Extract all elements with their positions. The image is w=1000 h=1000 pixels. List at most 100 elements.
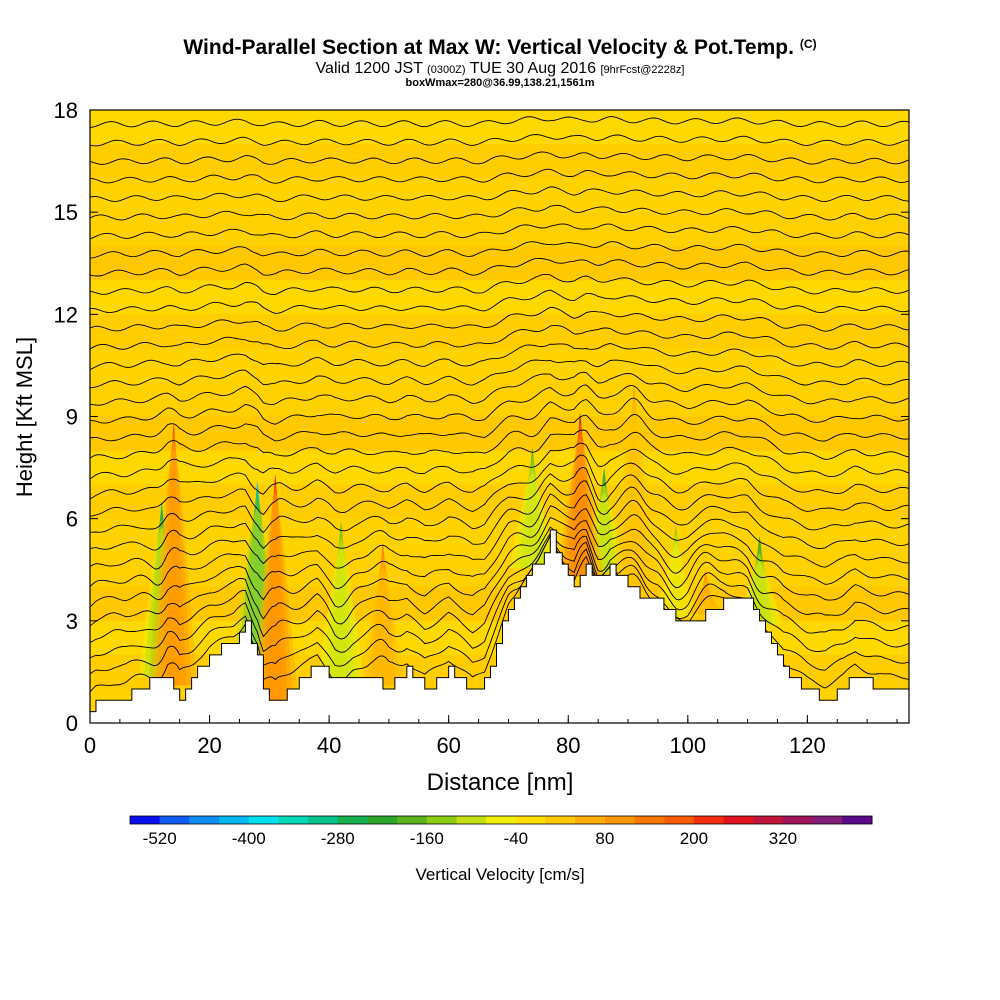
colorbar-swatch [397, 816, 428, 824]
y-axis: 0 3 6 9 12 15 18 [54, 98, 909, 736]
x-tick-label: 40 [317, 733, 341, 758]
isentrope-line [90, 257, 909, 277]
isentrope-line [90, 534, 909, 675]
field-band [90, 552, 909, 587]
colorbar-tick-label: -400 [232, 829, 266, 848]
isentrope-line [90, 505, 909, 590]
y-tick-label: 0 [66, 711, 78, 736]
colorbar-swatch [634, 816, 665, 824]
field-band [90, 178, 909, 213]
updraft-cell [359, 568, 407, 686]
isentrope-line [90, 442, 909, 500]
isentrope-line [90, 454, 909, 517]
colorbar-swatch [486, 816, 517, 824]
x-tick-label: 80 [556, 733, 580, 758]
colorbar-swatch [248, 816, 279, 824]
forecast-tag: [9hrFcst@2228z] [600, 64, 685, 76]
isentrope-line [90, 241, 909, 259]
colorbar-tick-label: 320 [769, 829, 797, 848]
x-axis: 0 20 40 60 80 100 120 [84, 715, 898, 758]
isentrope-line [90, 534, 909, 659]
x-axis-label: Distance [nm] [427, 769, 574, 796]
downdraft-cell [317, 547, 365, 680]
isentrope-line [90, 480, 909, 551]
colorbar-swatch [367, 816, 398, 824]
isentrope-line [90, 397, 909, 442]
isentrope-line [90, 186, 909, 203]
updraft-cell [556, 438, 604, 577]
y-axis-label: Height [Kft MSL] [12, 337, 37, 497]
chart-title-text: Wind-Parallel Section at Max W: Vertical… [183, 36, 794, 59]
isentrope-line [90, 151, 909, 165]
isentrope-line [90, 384, 909, 425]
colorbar-label: Vertical Velocity [cm/s] [415, 865, 584, 884]
isentrope-line [90, 526, 909, 627]
updraft-cell [610, 411, 658, 592]
isentrope-line [90, 223, 909, 240]
colorbar-swatch [189, 816, 220, 824]
colorbar-swatch [842, 816, 873, 824]
isentrope-line [90, 359, 909, 389]
valid-time: Valid 1200 JST [315, 60, 423, 77]
chart-subtitle: Valid 1200 JST (0300Z) TUE 30 Aug 2016 [… [0, 60, 1000, 78]
isentrope-line [90, 516, 909, 608]
y-tick-label: 3 [66, 609, 78, 634]
colorbar-tick-label: -280 [321, 829, 355, 848]
field-band [90, 450, 909, 485]
isentrope-line [90, 466, 909, 534]
y-tick-label: 6 [66, 507, 78, 532]
colorbar-swatch [337, 816, 368, 824]
isentrope-line [90, 289, 909, 314]
colorbar-tick-label: -160 [410, 829, 444, 848]
isentrope-line [90, 134, 909, 147]
y-tick-label: 12 [54, 302, 78, 327]
colorbar-swatch [278, 816, 309, 824]
isentrope-contours [90, 116, 909, 693]
isentrope-line [90, 204, 909, 221]
field-band [90, 212, 909, 247]
isentrope-line [90, 371, 909, 406]
isentrope-line [90, 168, 909, 184]
isentrope-line [90, 343, 909, 370]
isentrope-line [90, 325, 909, 350]
y-tick-label: 15 [54, 200, 78, 225]
field-band [90, 314, 909, 349]
colorbar-tick-label: -40 [504, 829, 529, 848]
plot-area [90, 110, 909, 723]
field-band [90, 518, 909, 553]
colorbar-swatch [219, 816, 250, 824]
colorbar-swatch [664, 816, 695, 824]
y-tick-label: 18 [54, 98, 78, 123]
colorbar-swatch [575, 816, 606, 824]
colorbar-swatch [604, 816, 636, 824]
field-band [90, 348, 909, 383]
x-tick-label: 20 [197, 733, 221, 758]
colorbar-swatch [545, 816, 576, 824]
chart-title: Wind-Parallel Section at Max W: Vertical… [0, 36, 1000, 60]
colorbar-swatch [753, 816, 784, 824]
colorbar: -520 -400 -280 -160 -40 80 200 320 [129, 815, 873, 848]
colorbar-swatch [159, 816, 190, 824]
field-band [90, 280, 909, 315]
isentrope-line [90, 429, 909, 480]
colorbar-frame [129, 815, 873, 825]
isentrope-line [90, 116, 909, 128]
copyright-mark: (C) [799, 37, 817, 51]
x-tick-label: 100 [669, 733, 706, 758]
colorbar-swatch [782, 816, 814, 824]
x-tick-label: 0 [84, 733, 96, 758]
isentrope-line [90, 413, 909, 460]
field-band [90, 382, 909, 417]
colorbar-tick-label: -520 [143, 829, 177, 848]
field-band [90, 416, 909, 451]
colorbar-swatch [693, 816, 725, 824]
field-band [90, 246, 909, 281]
isentrope-line [90, 532, 909, 643]
field-band [90, 144, 909, 179]
isentrope-line [90, 273, 909, 295]
x-tick-label: 60 [436, 733, 460, 758]
colorbar-tick-label: 80 [595, 829, 614, 848]
valid-time-utc: (0300Z) [427, 64, 466, 76]
colorbar-swatch [456, 816, 487, 824]
